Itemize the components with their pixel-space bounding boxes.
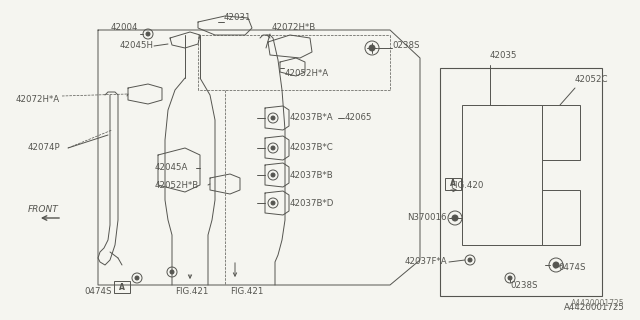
Bar (445, 178, 461, 190)
Text: FRONT: FRONT (28, 205, 58, 214)
Text: A4420001725: A4420001725 (564, 303, 625, 313)
Text: 42031: 42031 (224, 13, 252, 22)
Text: A: A (119, 283, 125, 292)
Text: FIG.420: FIG.420 (450, 180, 483, 189)
Circle shape (369, 45, 375, 51)
Text: N370016: N370016 (408, 213, 447, 222)
Bar (542, 190, 580, 245)
Circle shape (271, 146, 275, 150)
Text: 42045H: 42045H (120, 42, 154, 51)
Circle shape (146, 32, 150, 36)
Text: 42037F*A: 42037F*A (404, 258, 447, 267)
Bar (542, 105, 580, 160)
Text: 42037B*D: 42037B*D (290, 198, 334, 207)
Circle shape (508, 276, 512, 280)
Text: 42045A: 42045A (155, 164, 188, 172)
Text: FIG.421: FIG.421 (175, 286, 209, 295)
Text: 42004: 42004 (111, 23, 138, 33)
Circle shape (271, 201, 275, 205)
Text: 0238S: 0238S (392, 42, 419, 51)
Bar (440, 68, 602, 296)
Circle shape (452, 215, 458, 221)
Bar (462, 105, 542, 245)
Text: 42072H*A: 42072H*A (16, 95, 60, 105)
Text: 0474S: 0474S (558, 263, 586, 273)
Text: A4420001725: A4420001725 (572, 299, 625, 308)
Circle shape (271, 116, 275, 120)
Text: 42037B*B: 42037B*B (290, 171, 333, 180)
Circle shape (468, 258, 472, 262)
Text: 42052H*B: 42052H*B (155, 180, 199, 189)
Circle shape (553, 262, 559, 268)
Text: FIG.421: FIG.421 (230, 286, 264, 295)
Text: A: A (450, 180, 456, 188)
Text: 0474S: 0474S (84, 286, 112, 295)
Circle shape (170, 270, 174, 274)
Text: 0238S: 0238S (510, 281, 538, 290)
Circle shape (271, 173, 275, 177)
Text: 42052H*A: 42052H*A (285, 68, 329, 77)
Text: 42052C: 42052C (575, 76, 609, 84)
Bar (114, 281, 130, 293)
Text: 42037B*C: 42037B*C (290, 143, 333, 153)
Circle shape (135, 276, 139, 280)
Text: 42074P: 42074P (28, 143, 60, 153)
Text: 42065: 42065 (345, 114, 372, 123)
Text: 42072H*B: 42072H*B (272, 23, 316, 33)
Text: 42037B*A: 42037B*A (290, 114, 333, 123)
Text: 42035: 42035 (490, 51, 518, 60)
